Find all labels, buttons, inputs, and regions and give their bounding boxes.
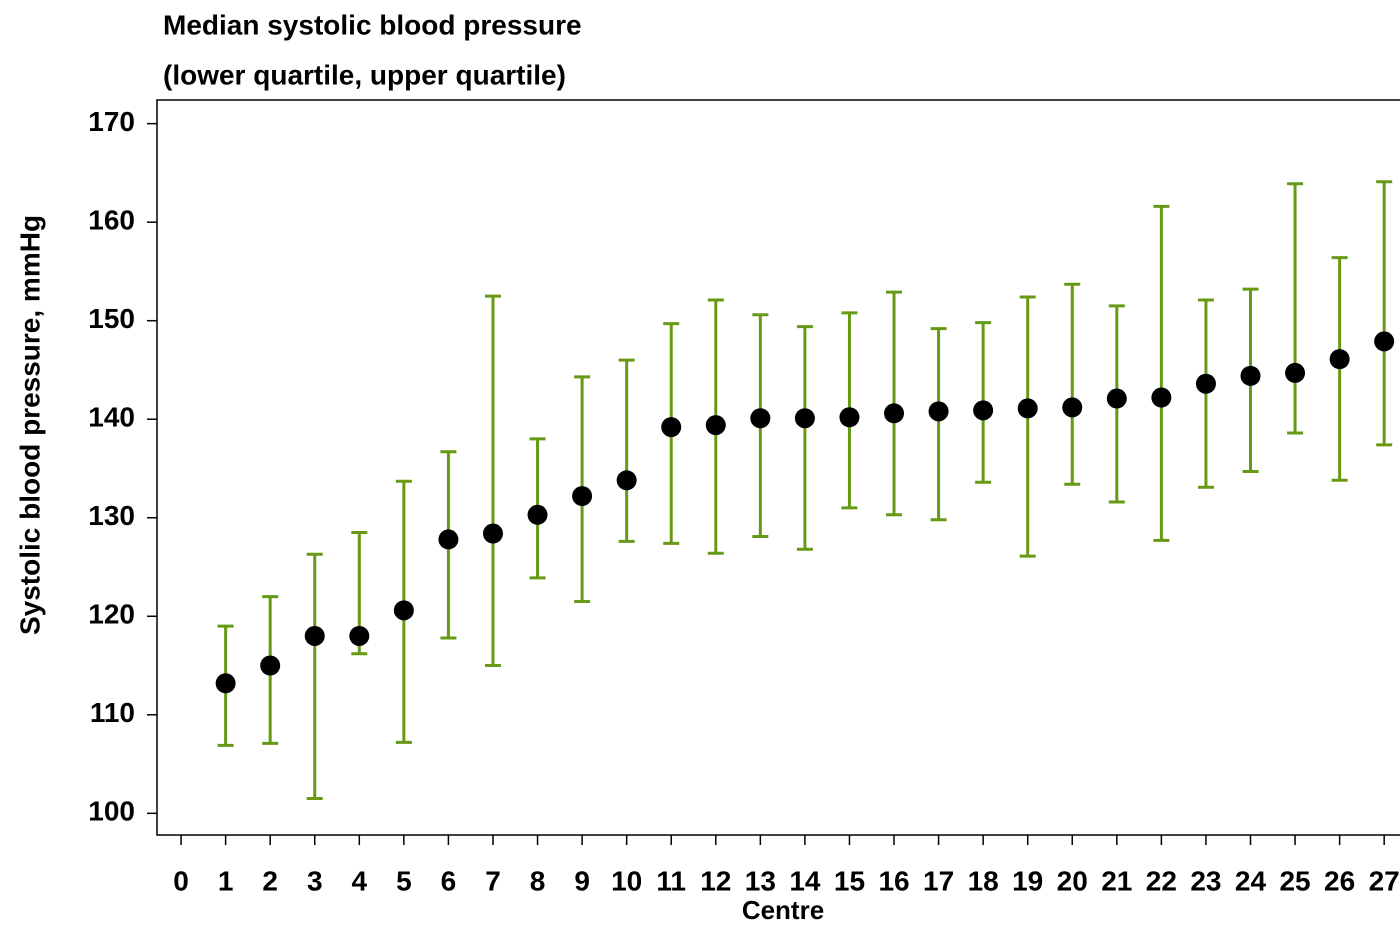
- x-tick-label: 9: [574, 865, 590, 896]
- x-tick-label: 16: [878, 865, 909, 896]
- x-tick-label: 1: [218, 865, 234, 896]
- y-tick-label: 140: [88, 402, 135, 433]
- x-tick-label: 17: [923, 865, 954, 896]
- median-point: [705, 415, 726, 436]
- median-point: [349, 625, 370, 646]
- x-tick-label: 15: [834, 865, 865, 896]
- median-point: [1151, 387, 1172, 408]
- y-tick-label: 150: [88, 303, 135, 334]
- x-tick-label: 12: [700, 865, 731, 896]
- y-tick-label: 160: [88, 205, 135, 236]
- x-tick-label: 3: [307, 865, 323, 896]
- x-tick-label: 5: [396, 865, 412, 896]
- x-tick-label: 18: [968, 865, 999, 896]
- y-tick-label: 100: [88, 796, 135, 827]
- median-point: [794, 408, 815, 429]
- median-point: [1374, 331, 1395, 352]
- median-point: [616, 470, 637, 491]
- median-point: [973, 400, 994, 421]
- x-tick-label: 6: [441, 865, 457, 896]
- median-point: [1240, 365, 1261, 386]
- median-point: [750, 408, 771, 429]
- y-tick-label: 130: [88, 500, 135, 531]
- median-point: [884, 403, 905, 424]
- median-point: [1195, 373, 1216, 394]
- median-point: [1017, 398, 1038, 419]
- median-point: [572, 486, 593, 507]
- x-tick-label: 27: [1369, 865, 1400, 896]
- y-tick-label: 170: [88, 106, 135, 137]
- x-tick-label: 19: [1012, 865, 1043, 896]
- x-tick-label: 20: [1057, 865, 1088, 896]
- median-point: [1062, 397, 1083, 418]
- y-axis-label: Systolic blood pressure, mmHg: [14, 215, 45, 635]
- median-point: [1329, 349, 1350, 370]
- median-point: [839, 407, 860, 428]
- median-point: [1106, 388, 1127, 409]
- chart-title: Median systolic blood pressure: [163, 9, 582, 40]
- x-tick-label: 10: [611, 865, 642, 896]
- x-tick-label: 7: [485, 865, 501, 896]
- plot-frame: [156, 99, 1400, 836]
- median-point: [304, 625, 325, 646]
- median-point: [438, 529, 459, 550]
- median-point: [928, 401, 949, 422]
- median-point: [260, 655, 281, 676]
- median-point: [215, 673, 236, 694]
- x-tick-label: 4: [352, 865, 368, 896]
- median-point: [1285, 362, 1306, 383]
- x-tick-label: 14: [789, 865, 821, 896]
- median-point: [661, 417, 682, 438]
- x-tick-label: 2: [262, 865, 278, 896]
- median-point: [527, 504, 548, 525]
- y-tick-label: 120: [88, 599, 135, 630]
- x-tick-label: 24: [1235, 865, 1267, 896]
- chart-subtitle: (lower quartile, upper quartile): [163, 59, 566, 90]
- y-tick-label: 110: [90, 697, 135, 728]
- x-tick-label: 21: [1101, 865, 1132, 896]
- x-tick-label: 13: [745, 865, 776, 896]
- x-tick-label: 23: [1190, 865, 1221, 896]
- x-axis-label: Centre: [742, 895, 824, 925]
- median-point: [482, 523, 503, 544]
- x-tick-label: 26: [1324, 865, 1355, 896]
- x-tick-label: 22: [1146, 865, 1177, 896]
- x-tick-label: 0: [173, 865, 189, 896]
- median-point: [393, 600, 414, 621]
- x-tick-label: 8: [530, 865, 546, 896]
- x-tick-label: 25: [1279, 865, 1310, 896]
- x-tick-label: 11: [656, 865, 686, 896]
